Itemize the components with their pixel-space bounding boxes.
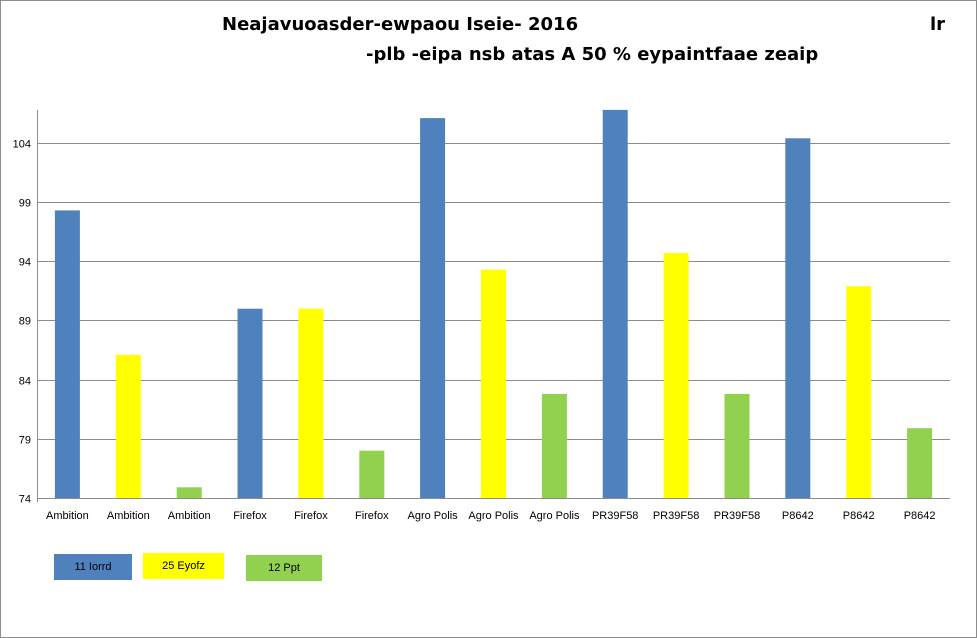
x-tick-label: PR39F58 (592, 510, 638, 522)
legend-label-series-2: 25 Eyofz (162, 560, 205, 572)
x-tick-label: Firefox (233, 510, 267, 522)
y-tick-label: 94 (19, 257, 31, 269)
bar (176, 487, 202, 498)
corner-label: lr (930, 14, 946, 35)
bar (54, 210, 80, 498)
legend-label-series-1: 11 Iorrd (74, 561, 112, 573)
x-tick-label: PR39F58 (653, 510, 699, 522)
legend-label-series-3: 12 Ppt (268, 562, 300, 574)
bar (846, 286, 872, 498)
y-tick-label: 84 (19, 376, 31, 388)
bar (602, 109, 628, 499)
x-tick-label: P8642 (843, 510, 875, 522)
y-tick-label: 104 (13, 139, 31, 151)
x-tick-label: Firefox (294, 510, 328, 522)
legend-item-series-1: 11 Iorrd (54, 554, 132, 580)
bar (298, 308, 324, 498)
x-tick-label: P8642 (904, 510, 936, 522)
x-tick-label: P8642 (782, 510, 814, 522)
bar (237, 308, 263, 498)
x-tick-label: Firefox (355, 510, 389, 522)
x-tick-label: Agro Polis (468, 510, 519, 522)
x-tick-label: Agro Polis (408, 510, 459, 522)
bar (359, 450, 385, 498)
x-tick-label: Ambition (107, 510, 150, 522)
y-tick-label: 74 (19, 494, 31, 506)
bar (785, 138, 811, 499)
bar (420, 118, 446, 498)
y-tick-label: 99 (19, 198, 31, 210)
chart-subtitle: -plb -eipa nsb atas A 50 % eypaintfaae z… (366, 44, 819, 65)
x-tick-label: Agro Polis (529, 510, 580, 522)
x-tick-label: PR39F58 (714, 510, 760, 522)
chart-title: Neajavuoasder-ewpaou Iseie- 2016 (222, 14, 579, 35)
legend-item-series-3: 12 Ppt (246, 555, 322, 581)
bar (115, 354, 141, 498)
y-tick-label: 89 (19, 316, 31, 328)
x-tick-label: Ambition (168, 510, 211, 522)
bar (907, 428, 933, 498)
bar (481, 269, 506, 498)
bar (724, 393, 750, 498)
x-tick-label: Ambition (46, 510, 89, 522)
y-tick-label: 79 (19, 435, 31, 447)
legend-item-series-2: 25 Eyofz (143, 553, 224, 579)
bar (541, 393, 567, 498)
bar (663, 253, 689, 498)
